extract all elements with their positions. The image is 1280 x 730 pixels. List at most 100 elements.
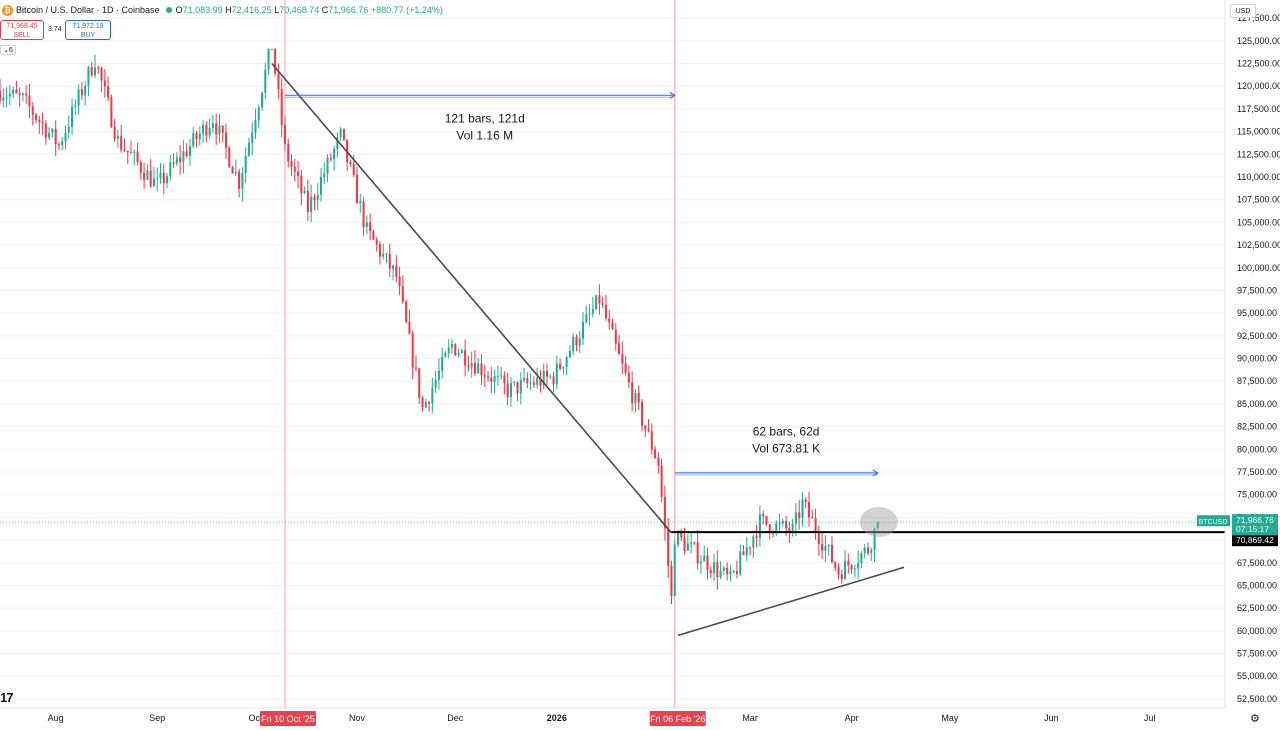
price-tick-label: 82,500.00 bbox=[1237, 422, 1277, 432]
candle-body bbox=[182, 151, 185, 162]
measure-label-volume: Vol 1.16 M bbox=[456, 129, 513, 143]
buy-button[interactable]: 71,972.19 BUY bbox=[65, 20, 111, 40]
candle-body bbox=[742, 551, 745, 556]
symbol-badge bbox=[1197, 515, 1230, 527]
candle-body bbox=[775, 523, 778, 534]
candle-body bbox=[444, 352, 447, 357]
candle-body bbox=[676, 531, 680, 545]
market-status-icon bbox=[165, 7, 172, 13]
candle-body bbox=[41, 121, 44, 124]
price-tick-label: 105,000.00 bbox=[1237, 217, 1280, 227]
candle-body bbox=[542, 370, 545, 386]
candle-body bbox=[51, 128, 54, 133]
candle-body bbox=[48, 132, 51, 138]
candle-body bbox=[565, 357, 568, 368]
price-tick-label: 75,000.00 bbox=[1237, 490, 1277, 500]
candle-body bbox=[637, 392, 640, 403]
indicators-toggle[interactable]: ⌄6 bbox=[0, 45, 16, 55]
symbol-header: ₿ Bitcoin / U.S. Dollar · 1D · Coinbase … bbox=[0, 0, 443, 20]
gear-icon[interactable]: ⚙ bbox=[1250, 713, 1260, 725]
price-tick-label: 122,500.00 bbox=[1237, 59, 1280, 69]
candle-body bbox=[166, 176, 169, 184]
candle-body bbox=[159, 173, 162, 179]
candle-body bbox=[228, 147, 231, 167]
sell-button[interactable]: 71,968.45 SELL bbox=[0, 20, 44, 40]
candle-body bbox=[519, 380, 522, 394]
candle-body bbox=[657, 457, 660, 466]
candle-body bbox=[454, 344, 457, 356]
candle-body bbox=[434, 380, 437, 388]
candle-body bbox=[758, 514, 761, 539]
candle-body bbox=[195, 133, 198, 140]
candle-body bbox=[640, 402, 643, 426]
candle-body bbox=[582, 322, 585, 339]
candle-body bbox=[804, 499, 807, 503]
arrow-right-icon bbox=[872, 469, 879, 477]
candle-body bbox=[388, 253, 391, 269]
candle-body bbox=[257, 107, 260, 121]
candle-body bbox=[326, 157, 329, 174]
candle-body bbox=[97, 67, 100, 69]
candle-body bbox=[866, 547, 869, 553]
price-tick-label: 65,000.00 bbox=[1237, 580, 1277, 590]
candle-body bbox=[44, 123, 47, 138]
candle-body bbox=[794, 512, 797, 524]
candle-body bbox=[74, 105, 77, 107]
candle-body bbox=[788, 528, 791, 532]
price-tick-label: 85,000.00 bbox=[1237, 399, 1277, 409]
highlight-ellipse bbox=[859, 506, 898, 537]
currency-selector[interactable]: USD bbox=[1230, 4, 1256, 18]
price-tick-label: 77,500.00 bbox=[1237, 467, 1277, 477]
candle-body bbox=[382, 254, 385, 257]
candle-body bbox=[264, 69, 267, 93]
candle-body bbox=[362, 201, 365, 227]
candle-body bbox=[441, 356, 444, 371]
candle-body bbox=[231, 166, 234, 174]
candle-body bbox=[663, 496, 666, 529]
candle-body bbox=[467, 365, 470, 368]
candle-body bbox=[814, 518, 817, 533]
candle-body bbox=[21, 93, 24, 95]
candle-body bbox=[811, 517, 814, 519]
trendline bbox=[271, 63, 673, 534]
candle-body bbox=[71, 106, 74, 128]
candle-body bbox=[480, 363, 483, 376]
candle-body bbox=[365, 222, 368, 227]
candle-body bbox=[185, 151, 188, 157]
last-price-value: 71,966.76 bbox=[1236, 515, 1274, 525]
candle-body bbox=[604, 304, 607, 319]
candle-body bbox=[690, 542, 693, 544]
candle-body bbox=[513, 381, 516, 384]
candle-body bbox=[598, 295, 601, 304]
candle-body bbox=[369, 222, 372, 231]
candle-body bbox=[218, 125, 221, 135]
candle-body bbox=[745, 547, 748, 556]
price-tick-label: 67,500.00 bbox=[1237, 558, 1277, 568]
candle-body bbox=[735, 571, 738, 575]
candle-body bbox=[840, 574, 843, 580]
candle-body bbox=[401, 285, 404, 302]
candle-body bbox=[64, 132, 67, 142]
trendline bbox=[677, 566, 905, 637]
candle-body bbox=[35, 114, 38, 120]
candle-body bbox=[280, 89, 283, 125]
candle-body bbox=[726, 567, 729, 575]
time-tick-label: Apr bbox=[845, 713, 859, 723]
candle-body bbox=[509, 383, 512, 398]
candle-body bbox=[300, 175, 303, 194]
price-tick-label: 110,000.00 bbox=[1237, 172, 1280, 182]
candle-body bbox=[398, 276, 401, 286]
candle-body bbox=[739, 551, 742, 575]
arrow-right-icon bbox=[669, 91, 676, 99]
candle-body bbox=[31, 106, 34, 115]
candle-body bbox=[529, 382, 532, 384]
candle-body bbox=[188, 146, 191, 157]
candle-body bbox=[670, 565, 673, 597]
candle-body bbox=[54, 128, 57, 145]
candle-body bbox=[375, 239, 378, 245]
candle-body bbox=[15, 89, 18, 94]
candle-body bbox=[516, 381, 519, 394]
symbol-title[interactable]: Bitcoin / U.S. Dollar · 1D · Coinbase bbox=[16, 5, 160, 15]
candle-body bbox=[844, 560, 847, 580]
